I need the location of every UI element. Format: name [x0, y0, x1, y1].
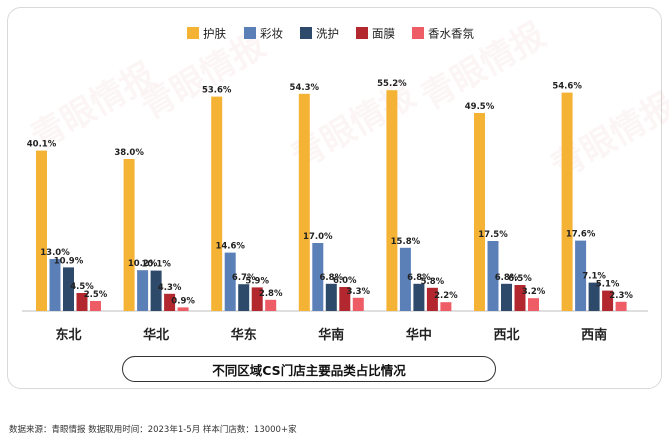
category-label: 华东: [231, 327, 257, 343]
category-label: 东北: [55, 327, 81, 343]
bar: [124, 159, 135, 311]
bar: [211, 97, 222, 311]
data-label: 55.2%: [377, 79, 407, 89]
data-label: 17.6%: [566, 230, 596, 240]
data-label: 6.0%: [333, 276, 357, 286]
data-label: 38.0%: [114, 148, 144, 158]
bar: [616, 302, 627, 311]
bar: [178, 307, 189, 311]
legend-label: 面膜: [372, 27, 395, 41]
category-label: 华南: [318, 327, 344, 343]
data-label: 5.9%: [245, 276, 269, 286]
data-label: 5.8%: [421, 277, 445, 287]
category-label: 西北: [493, 328, 519, 343]
bar: [137, 270, 148, 311]
bar: [474, 113, 485, 311]
bar: [90, 301, 101, 311]
data-label: 10.1%: [141, 260, 171, 270]
data-label: 4.3%: [158, 283, 182, 293]
legend-swatch: [412, 27, 424, 39]
legend-swatch: [300, 27, 312, 39]
bar: [326, 284, 337, 311]
data-label: 3.2%: [522, 287, 546, 297]
data-label: 2.8%: [259, 289, 283, 299]
data-label: 6.5%: [508, 274, 532, 284]
chart-title: 不同区域CS门店主要品类占比情况: [122, 356, 496, 382]
category-labels: 东北 华北 华东 华南 华中 西北 西南: [55, 327, 607, 343]
bar: [562, 93, 573, 311]
bar: [386, 90, 397, 311]
bar: [265, 300, 276, 311]
data-label: 15.8%: [391, 237, 421, 247]
data-label: 2.3%: [609, 291, 633, 301]
data-label: 3.3%: [347, 287, 371, 297]
data-label: 10.9%: [54, 256, 84, 266]
bar: [299, 94, 310, 311]
data-label: 40.1%: [27, 140, 57, 150]
data-label: 54.6%: [552, 82, 582, 92]
legend-swatch: [244, 27, 256, 39]
bar: [440, 302, 451, 311]
watermark-text: 青眼情报: [135, 25, 273, 128]
legend-label: 香水香氛: [428, 27, 474, 41]
bar: [413, 284, 424, 311]
bar: [36, 151, 47, 311]
bar: [353, 298, 364, 311]
category-label: 西南: [581, 327, 607, 343]
category-label: 华北: [143, 327, 169, 343]
data-label: 17.5%: [478, 230, 508, 240]
data-label: 53.6%: [202, 86, 232, 96]
data-label: 2.2%: [434, 291, 458, 301]
legend-label: 护肤: [203, 27, 226, 41]
bar: [238, 284, 249, 311]
data-label: 5.1%: [596, 280, 620, 290]
data-label: 0.9%: [171, 296, 195, 306]
data-label: 54.3%: [290, 83, 320, 93]
legend-label: 洗护: [316, 27, 339, 41]
data-label: 2.5%: [84, 290, 108, 300]
bar: [501, 284, 512, 311]
category-label: 华中: [406, 327, 432, 343]
legend-swatch: [356, 27, 368, 39]
bar: [528, 298, 539, 311]
legend-label: 彩妆: [260, 27, 283, 41]
legend-swatch: [187, 27, 199, 39]
data-label: 17.0%: [303, 232, 333, 242]
bar: [50, 259, 61, 311]
source-note: 数据来源：青眼情报 数据取用时间：2023年1-5月 样本门店数：13000+家: [9, 423, 297, 435]
data-label: 49.5%: [465, 102, 495, 112]
data-label: 14.6%: [215, 242, 245, 252]
